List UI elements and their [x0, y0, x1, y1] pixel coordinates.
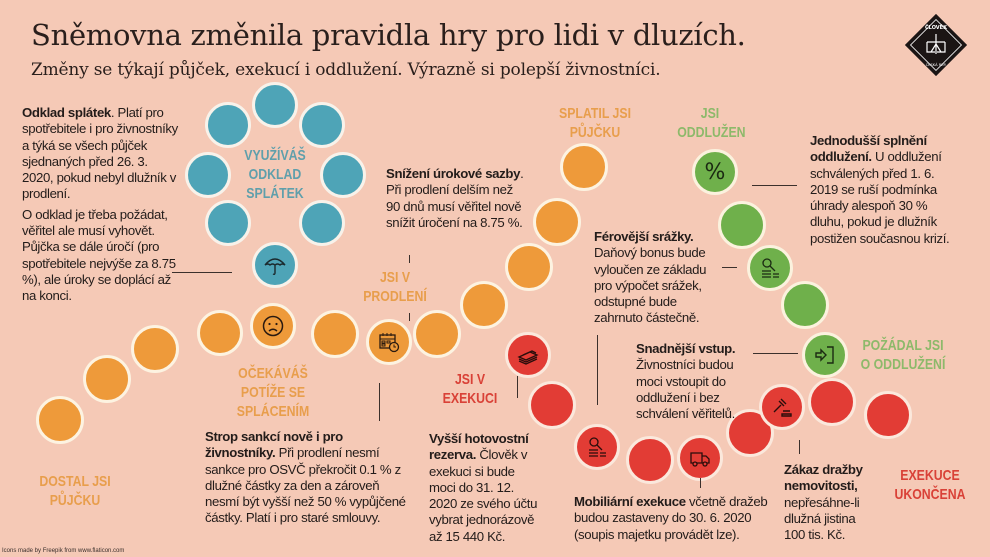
note-heading: Mobiliární exekuce [574, 494, 686, 509]
truck-icon [690, 452, 710, 467]
stage-node-deferral [185, 152, 231, 198]
connector-line [752, 185, 797, 186]
percent-icon: % [704, 159, 726, 185]
note-heading: Vyšší hotovostní rezerva. [429, 431, 529, 463]
stage-node-applied-relief [802, 332, 848, 378]
stage-label-repaid: SPLATIL JSI PŮJČKU [558, 105, 631, 141]
stage-node-execution [505, 332, 551, 378]
stage-node-execution [808, 378, 856, 426]
stage-node-deferral [299, 102, 345, 148]
stage-node-loan [460, 281, 508, 329]
stage-node-trouble [250, 303, 296, 349]
connector-line [753, 353, 798, 354]
note-auction-ban: Zákaz dražby nemovitosti, nepřesáhne-li … [784, 462, 863, 543]
connector-line [172, 272, 232, 273]
stage-node-debt-relief: % [692, 149, 738, 195]
stage-node-loan [311, 310, 359, 358]
stage-node-deferral [252, 82, 298, 128]
stage-node-loan [83, 355, 131, 403]
connector-line [700, 478, 701, 488]
money-stack-icon [517, 350, 539, 365]
stage-node-deferral [320, 152, 366, 198]
note-sanction-cap: Strop sankcí nově i pro živnostníky. Při… [205, 429, 406, 526]
connector-line [409, 255, 410, 263]
note-cash-reserve: Vyšší hotovostní rezerva. Člověk v exeku… [429, 431, 538, 544]
note-heading: Odklad splátek [22, 105, 111, 120]
stage-node-loan [413, 310, 461, 358]
connector-line [799, 440, 800, 454]
stage-label-got-loan: DOSTAL JSI PŮJČKU [39, 473, 111, 509]
coins-magnifier-icon [589, 437, 606, 457]
stage-label-debt-free: JSI ODDLUŽEN [677, 105, 746, 141]
stage-node-loan [560, 143, 608, 191]
note-payment-deferral: Odklad splátek. Platí pro spotřebitele i… [22, 105, 182, 305]
stage-label-in-execution: JSI V EXEKUCI [442, 371, 498, 407]
note-easier-entry: Snadnější vstup. Živnostníci budou moci … [636, 341, 736, 422]
stage-node-execution-end [864, 391, 912, 439]
note-fairer-deductions: Férovější srážky. Daňový bonus bude vylo… [594, 229, 707, 326]
stage-node-loan [197, 310, 243, 356]
note-heading: Férovější srážky. [594, 229, 694, 244]
svg-text:ČESKÁ REP.: ČESKÁ REP. [926, 62, 947, 67]
note-heading: Snadnější vstup. [636, 341, 736, 356]
note-interest-reduction: Snížení úrokové sazby. Při prodlení delš… [386, 166, 524, 230]
connector-line [517, 376, 518, 398]
coins-magnifier-icon [762, 258, 779, 278]
umbrella-icon [264, 258, 286, 276]
stage-node-execution [677, 435, 723, 481]
stage-node-execution [528, 381, 576, 429]
enter-icon [815, 346, 834, 364]
stage-node-loan [533, 198, 581, 246]
calendar-clock-icon [379, 333, 400, 353]
connector-line [379, 383, 380, 421]
note-heading: Snížení úrokové sazby [386, 166, 521, 181]
note-paragraph: O odklad je třeba požádat, věřitel ale m… [22, 206, 176, 304]
connector-line [597, 335, 598, 405]
stage-node-deferral [252, 242, 298, 288]
stage-label-applied-relief: POŽÁDAL JSI O ODDLUŽENÍ [860, 337, 946, 373]
note-heading: Jednodušší splnění oddlužení. [810, 133, 927, 165]
note-simpler-completion: Jednodušší splnění oddlužení. U oddlužen… [810, 133, 950, 246]
gavel-icon [773, 398, 792, 417]
stage-node-deferral [205, 102, 251, 148]
note-heading: Zákaz dražby nemovitosti, [784, 462, 863, 494]
stage-node-loan [505, 243, 553, 291]
svg-text:ČLOVĚK: ČLOVĚK [925, 23, 948, 31]
note-heading: Strop sankcí nově i pro živnostníky. [205, 429, 343, 461]
connector-line [409, 313, 410, 321]
sad-face-icon [262, 315, 284, 337]
stage-label-execution-ended: EXEKUCE UKONČENA [894, 467, 966, 503]
stage-node-execution [626, 436, 674, 484]
stage-label-deferral: VYUŽÍVÁŠ ODKLAD SPLÁTEK [244, 147, 306, 202]
icon-credit: Icons made by Freepik from www.flaticon.… [2, 548, 125, 554]
stage-node-debt-relief [747, 245, 793, 291]
stage-node-debt-relief [718, 201, 766, 249]
stage-label-in-default: JSI V PRODLENÍ [363, 269, 427, 305]
stage-node-loan [36, 396, 84, 444]
stage-node-execution [574, 424, 620, 470]
stage-node-loan [131, 325, 179, 373]
stage-label-expecting-trouble: OČEKÁVÁŠ POTÍŽE SE SPLÁCENÍM [236, 365, 310, 420]
stage-node-deferral [205, 200, 251, 246]
connector-line [722, 267, 737, 268]
stage-node-default [366, 319, 412, 365]
stage-node-debt-relief [781, 281, 829, 329]
clovek-v-tisni-logo: ČLOVĚK ČESKÁ REP. [905, 14, 967, 76]
note-movable-execution: Mobiliární exekuce včetně dražeb budou z… [574, 494, 768, 542]
infographic-title: Sněmovna změnila pravidla hry pro lidi v… [31, 18, 746, 52]
stage-node-deferral [299, 200, 345, 246]
stage-node-execution [759, 384, 805, 430]
infographic-subtitle: Změny se týkají půjček, exekucí i oddluž… [31, 60, 661, 80]
